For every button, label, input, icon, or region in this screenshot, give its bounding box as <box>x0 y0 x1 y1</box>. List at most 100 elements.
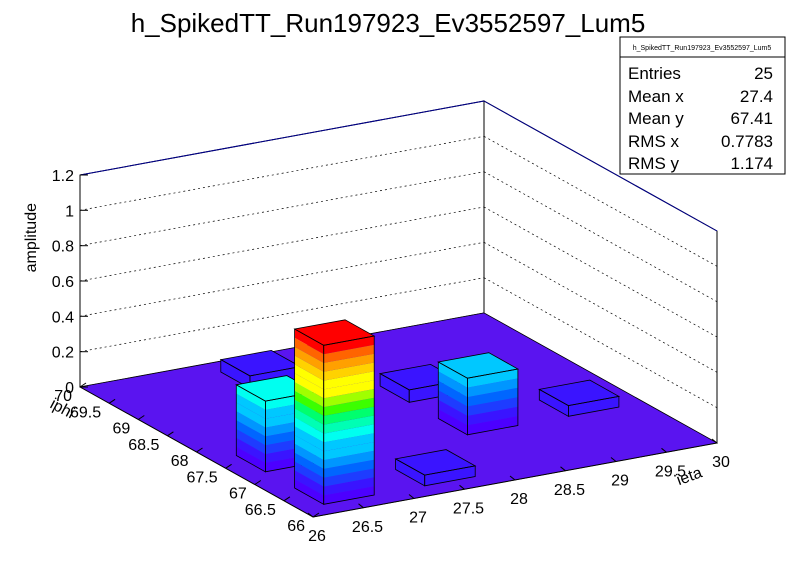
x-tick-label: 28.5 <box>554 482 585 499</box>
bar-front-band <box>323 353 375 372</box>
stats-box: h_SpikedTT_Run197923_Ev3552597_Lum5 Entr… <box>619 36 786 175</box>
bar-side-band <box>236 393 266 419</box>
bar-front-band <box>323 389 375 408</box>
bar-side-band <box>294 479 324 505</box>
y-tick-mark <box>108 398 116 404</box>
z-axis-title: amplitude <box>23 203 40 272</box>
bar-front-band <box>323 477 375 496</box>
stats-value-mean-x: 27.4 <box>740 87 773 106</box>
x-tick-mark <box>459 484 465 490</box>
bar-side-band <box>294 364 324 390</box>
bar-front-band <box>467 406 518 426</box>
bar-side-band <box>236 402 266 428</box>
z-gridline-back <box>79 241 485 317</box>
bar-side-band <box>236 420 266 446</box>
bar-side-band <box>294 461 324 487</box>
z-gridline-back <box>79 171 485 247</box>
bar-side-band <box>236 446 266 472</box>
top-edge-back <box>79 100 485 176</box>
bar-front-band <box>323 362 375 381</box>
y-tick-label: 70 <box>54 388 72 405</box>
bar-side-band <box>294 452 324 478</box>
stats-value-mean-y: 67.41 <box>730 109 773 128</box>
x-tick-label: 27 <box>409 510 427 527</box>
bar-side-band <box>294 346 324 372</box>
bar-side-band <box>220 359 250 389</box>
y-tick-label: 66 <box>287 518 305 535</box>
bar-side-band <box>438 380 468 407</box>
stats-box-frame <box>619 36 786 175</box>
bar-side-band <box>294 470 324 496</box>
bar-side-band <box>380 373 410 403</box>
stats-label-entries: Entries <box>628 64 681 83</box>
bar-side-band <box>236 437 266 463</box>
x-tick-mark <box>661 447 667 453</box>
bar-side-band <box>438 362 468 388</box>
stats-value-entries: 25 <box>754 64 773 83</box>
y-tick-mark <box>138 415 145 420</box>
bar-front-band <box>323 424 375 443</box>
bar-front-band <box>568 396 619 417</box>
x-tick-mark <box>358 503 364 509</box>
bar-front-band <box>323 433 375 452</box>
bar-side-band <box>438 390 468 416</box>
y-tick-mark <box>254 480 262 485</box>
stats-box-title: h_SpikedTT_Run197923_Ev3552597_Lum5 <box>633 45 772 52</box>
bar-side-outline <box>538 388 569 417</box>
bar-side-band <box>438 409 468 435</box>
x-tick-label: 30 <box>712 454 730 471</box>
bar-front-band <box>323 459 375 478</box>
z-gridline-side <box>483 206 718 338</box>
bar-front-band <box>323 486 375 505</box>
z-tick-label: 0.8 <box>52 239 74 256</box>
stats-value-rms-x: 0.7783 <box>721 132 773 151</box>
bar-side-outline <box>437 361 468 436</box>
bar-side-band <box>236 384 266 410</box>
bar-side-band <box>236 411 266 437</box>
stats-label-rms-y: RMS y <box>628 154 680 173</box>
x-tick-mark <box>408 494 415 499</box>
y-tick-label: 67 <box>229 486 247 503</box>
z-gridline-back <box>79 277 485 353</box>
bar-side-band <box>236 429 266 455</box>
y-tick-mark <box>196 447 203 453</box>
y-tick-mark <box>283 496 291 502</box>
bar-side-band <box>294 399 324 425</box>
bar-front-band <box>323 468 375 487</box>
stats-label-rms-x: RMS x <box>628 132 680 151</box>
x-tick-label: 29.5 <box>655 463 686 480</box>
bar-front-band <box>323 450 375 469</box>
bar-front-band <box>323 344 375 363</box>
bar-side-band <box>294 390 324 416</box>
bar-side-band <box>539 389 569 417</box>
bar-front-band <box>323 380 375 399</box>
x-tick-label: 29 <box>611 473 629 490</box>
y-tick-label: 68 <box>171 453 189 470</box>
y-tick-label: 69 <box>113 421 131 438</box>
bar-side-band <box>294 337 324 363</box>
top-edge-side <box>483 100 718 232</box>
bar-front-band <box>323 336 375 355</box>
y-tick-label: 66.5 <box>245 502 276 519</box>
bar-front-band <box>323 442 375 461</box>
bar-side-outline <box>294 328 325 505</box>
bar-side-outline <box>395 458 426 487</box>
bar-front-band <box>467 387 518 407</box>
bar-front-band <box>467 369 518 388</box>
x-tick-label: 26 <box>308 528 326 545</box>
chart-title: h_SpikedTT_Run197923_Ev3552597_Lum5 <box>131 8 646 38</box>
x-tick-mark <box>560 466 566 472</box>
y-tick-mark <box>79 382 87 388</box>
bar-side-outline <box>235 384 266 473</box>
bar-side-band <box>294 443 324 469</box>
bar-side-band <box>294 355 324 381</box>
y-tick-mark <box>167 431 174 437</box>
z-tick-label: 1 <box>65 203 74 220</box>
x-tick-mark <box>509 475 516 481</box>
z-gridline-back <box>79 135 485 211</box>
plot-area: 0 0.2 0.4 0.6 0.8 1 1.2 66 66.567 67.568 68.569 69.… <box>23 100 730 545</box>
y-tick-label: 69.5 <box>70 404 101 421</box>
z-tick-label: 0.4 <box>52 309 74 326</box>
bar-front-band <box>467 378 518 398</box>
